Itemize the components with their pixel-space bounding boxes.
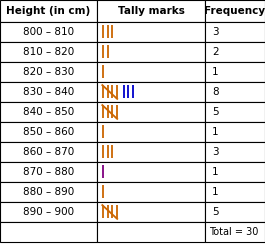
Bar	[205, 42, 265, 62]
Text: 5: 5	[212, 107, 219, 117]
Text: 8: 8	[212, 87, 219, 97]
Bar	[97, 22, 205, 42]
Bar	[0, 142, 97, 162]
Bar	[0, 42, 97, 62]
Text: 1: 1	[212, 187, 219, 197]
Text: 820 – 830: 820 – 830	[23, 67, 74, 77]
Text: 5: 5	[212, 207, 219, 217]
Bar	[205, 62, 265, 82]
Bar	[205, 202, 265, 222]
Bar	[97, 62, 205, 82]
Bar	[97, 222, 205, 242]
Text: Frequency: Frequency	[204, 6, 265, 16]
Text: 1: 1	[212, 67, 219, 77]
Bar	[97, 142, 205, 162]
Text: 3: 3	[212, 27, 219, 37]
Bar	[205, 182, 265, 202]
Text: 2: 2	[212, 47, 219, 57]
Bar	[97, 0, 205, 22]
Bar	[97, 82, 205, 102]
Text: 1: 1	[212, 127, 219, 137]
Text: 1: 1	[212, 167, 219, 177]
Bar	[205, 222, 265, 242]
Bar	[0, 162, 97, 182]
Text: 810 – 820: 810 – 820	[23, 47, 74, 57]
Text: 850 – 860: 850 – 860	[23, 127, 74, 137]
Bar	[0, 22, 97, 42]
Bar	[97, 182, 205, 202]
Bar	[0, 0, 97, 22]
Text: 800 – 810: 800 – 810	[23, 27, 74, 37]
Bar	[205, 162, 265, 182]
Bar	[97, 102, 205, 122]
Bar	[205, 102, 265, 122]
Bar	[205, 142, 265, 162]
Bar	[205, 0, 265, 22]
Bar	[97, 122, 205, 142]
Bar	[205, 82, 265, 102]
Bar	[0, 182, 97, 202]
Bar	[97, 42, 205, 62]
Text: 3: 3	[212, 147, 219, 157]
Text: Total = 30: Total = 30	[209, 227, 258, 237]
Bar	[205, 22, 265, 42]
Text: 870 – 880: 870 – 880	[23, 167, 74, 177]
Bar	[0, 202, 97, 222]
Bar	[0, 122, 97, 142]
Bar	[97, 202, 205, 222]
Text: Height (in cm): Height (in cm)	[6, 6, 91, 16]
Bar	[0, 62, 97, 82]
Text: 890 – 900: 890 – 900	[23, 207, 74, 217]
Text: 830 – 840: 830 – 840	[23, 87, 74, 97]
Bar	[205, 122, 265, 142]
Bar	[0, 82, 97, 102]
Text: 880 – 890: 880 – 890	[23, 187, 74, 197]
Bar	[97, 162, 205, 182]
Bar	[0, 222, 97, 242]
Text: 860 – 870: 860 – 870	[23, 147, 74, 157]
Text: Tally marks: Tally marks	[118, 6, 184, 16]
Text: 840 – 850: 840 – 850	[23, 107, 74, 117]
Bar	[0, 102, 97, 122]
